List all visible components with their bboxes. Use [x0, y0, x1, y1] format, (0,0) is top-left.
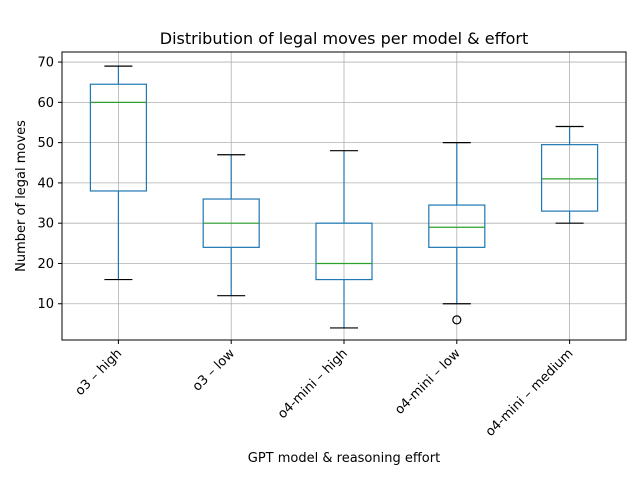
box-group-o3-low: [202, 154, 260, 297]
y-axis-label: Number of legal moves: [14, 120, 29, 272]
x-tick-label-o4-mini-low: o4-mini – low: [392, 346, 464, 418]
x-tick-label-o3-low: o3 – low: [190, 346, 238, 394]
y-tick-label-40: 40: [37, 176, 54, 191]
iqr-box-o4-mini-medium: [540, 144, 599, 212]
y-tick-label-30: 30: [37, 217, 54, 232]
iqr-box-o3-high: [89, 83, 148, 192]
y-tick-label-10: 10: [37, 297, 54, 312]
chart-title: Distribution of legal moves per model & …: [160, 29, 528, 48]
box-group-o4-mini-medium: [540, 125, 599, 224]
x-axis-label: GPT model & reasoning effort: [248, 451, 440, 466]
outlier-point-o4-mini-low-0: [452, 315, 462, 325]
iqr-box-o4-mini-low: [428, 204, 486, 248]
box-group-o3-high: [89, 65, 148, 281]
x-tick-label-o4-mini-medium: o4-mini – medium: [483, 346, 577, 440]
y-tick-label-60: 60: [37, 96, 54, 111]
box-group-o4-mini-high: [315, 150, 373, 329]
y-tick-label-70: 70: [37, 56, 54, 71]
x-tick-label-o3-high: o3 – high: [73, 346, 126, 399]
y-tick-label-20: 20: [37, 257, 54, 272]
box-plot-marks: [89, 65, 599, 329]
box-group-o4-mini-low: [428, 142, 486, 325]
y-tick-label-50: 50: [37, 136, 54, 151]
x-tick-label-o4-mini-high: o4-mini – high: [275, 346, 351, 422]
iqr-box-o4-mini-high: [315, 222, 373, 281]
